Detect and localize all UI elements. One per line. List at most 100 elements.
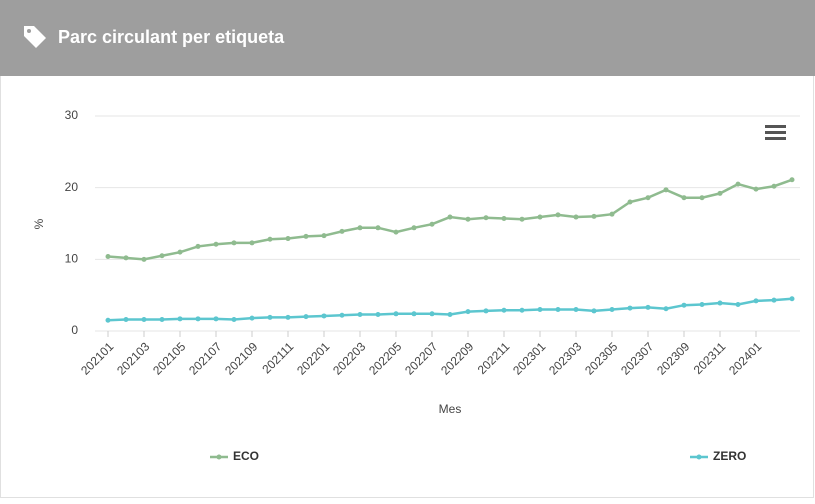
menu-bar bbox=[765, 125, 786, 128]
point bbox=[213, 241, 219, 247]
menu-bar bbox=[765, 131, 786, 134]
point bbox=[501, 307, 507, 313]
point bbox=[663, 306, 669, 312]
point bbox=[303, 314, 309, 320]
point bbox=[519, 307, 525, 313]
point bbox=[573, 307, 579, 312]
legend-dot bbox=[696, 454, 702, 460]
point bbox=[591, 308, 597, 314]
legend-label: ECO bbox=[233, 449, 259, 463]
point bbox=[231, 317, 237, 323]
point bbox=[339, 228, 345, 234]
point bbox=[573, 214, 579, 220]
point bbox=[393, 229, 399, 235]
point bbox=[771, 183, 777, 189]
point bbox=[357, 225, 363, 231]
point bbox=[681, 195, 687, 201]
point bbox=[699, 195, 705, 201]
point bbox=[537, 307, 543, 312]
point bbox=[591, 213, 597, 219]
header bbox=[0, 0, 815, 76]
x-axis-label: Mes bbox=[439, 402, 462, 416]
point bbox=[537, 214, 543, 220]
legend-label: ZERO bbox=[713, 449, 746, 463]
point bbox=[411, 311, 417, 317]
series bbox=[105, 177, 795, 262]
point bbox=[501, 215, 507, 221]
point bbox=[627, 305, 633, 311]
point bbox=[447, 312, 453, 318]
point bbox=[123, 255, 129, 261]
y-tick-label: 0 bbox=[71, 323, 78, 337]
series bbox=[105, 296, 795, 323]
y-tick-label: 10 bbox=[65, 252, 79, 266]
y-tick-label: 30 bbox=[65, 108, 79, 122]
point bbox=[321, 233, 327, 239]
point bbox=[267, 314, 273, 320]
point bbox=[735, 301, 741, 307]
legend-dot bbox=[216, 454, 222, 460]
point bbox=[285, 314, 291, 320]
point bbox=[789, 296, 795, 302]
point bbox=[609, 307, 615, 312]
point bbox=[411, 225, 417, 231]
point bbox=[195, 243, 201, 249]
point bbox=[177, 249, 183, 255]
point bbox=[429, 221, 435, 227]
point bbox=[447, 214, 453, 220]
point bbox=[177, 316, 183, 322]
y-axis-label: % bbox=[32, 218, 46, 229]
point bbox=[213, 316, 219, 322]
point bbox=[735, 181, 741, 187]
point bbox=[249, 240, 255, 246]
point bbox=[483, 308, 489, 314]
tag-hole bbox=[27, 29, 31, 33]
point bbox=[429, 311, 435, 317]
point bbox=[753, 186, 759, 192]
point bbox=[375, 225, 381, 231]
point bbox=[627, 199, 633, 205]
point bbox=[105, 317, 111, 323]
point bbox=[141, 256, 147, 262]
header-title: Parc circulant per etiqueta bbox=[58, 27, 285, 47]
point bbox=[483, 215, 489, 221]
point bbox=[231, 240, 237, 246]
point bbox=[465, 309, 471, 315]
point bbox=[771, 297, 777, 303]
point bbox=[717, 300, 723, 306]
point bbox=[609, 211, 615, 217]
point bbox=[195, 316, 201, 322]
point bbox=[249, 315, 255, 321]
point bbox=[393, 311, 399, 317]
point bbox=[141, 317, 147, 323]
legend-item[interactable]: ZERO bbox=[690, 449, 746, 463]
menu-icon[interactable] bbox=[765, 125, 786, 140]
point bbox=[555, 212, 561, 218]
point bbox=[321, 313, 327, 319]
point bbox=[555, 307, 561, 312]
point bbox=[357, 312, 363, 318]
point bbox=[375, 312, 381, 318]
point bbox=[339, 312, 345, 318]
point bbox=[717, 190, 723, 196]
point bbox=[105, 253, 111, 259]
y-tick-label: 20 bbox=[65, 180, 79, 194]
point bbox=[681, 302, 687, 308]
point bbox=[123, 317, 129, 323]
point bbox=[753, 298, 759, 304]
point bbox=[663, 187, 669, 193]
legend-item[interactable]: ECO bbox=[210, 449, 259, 463]
point bbox=[267, 236, 273, 242]
point bbox=[699, 301, 705, 307]
point bbox=[303, 233, 309, 239]
point bbox=[285, 236, 291, 242]
point bbox=[159, 317, 165, 323]
point bbox=[465, 216, 471, 222]
point bbox=[645, 304, 651, 310]
point bbox=[645, 195, 651, 201]
menu-bar bbox=[765, 137, 786, 140]
point bbox=[789, 177, 795, 183]
point bbox=[519, 216, 525, 222]
